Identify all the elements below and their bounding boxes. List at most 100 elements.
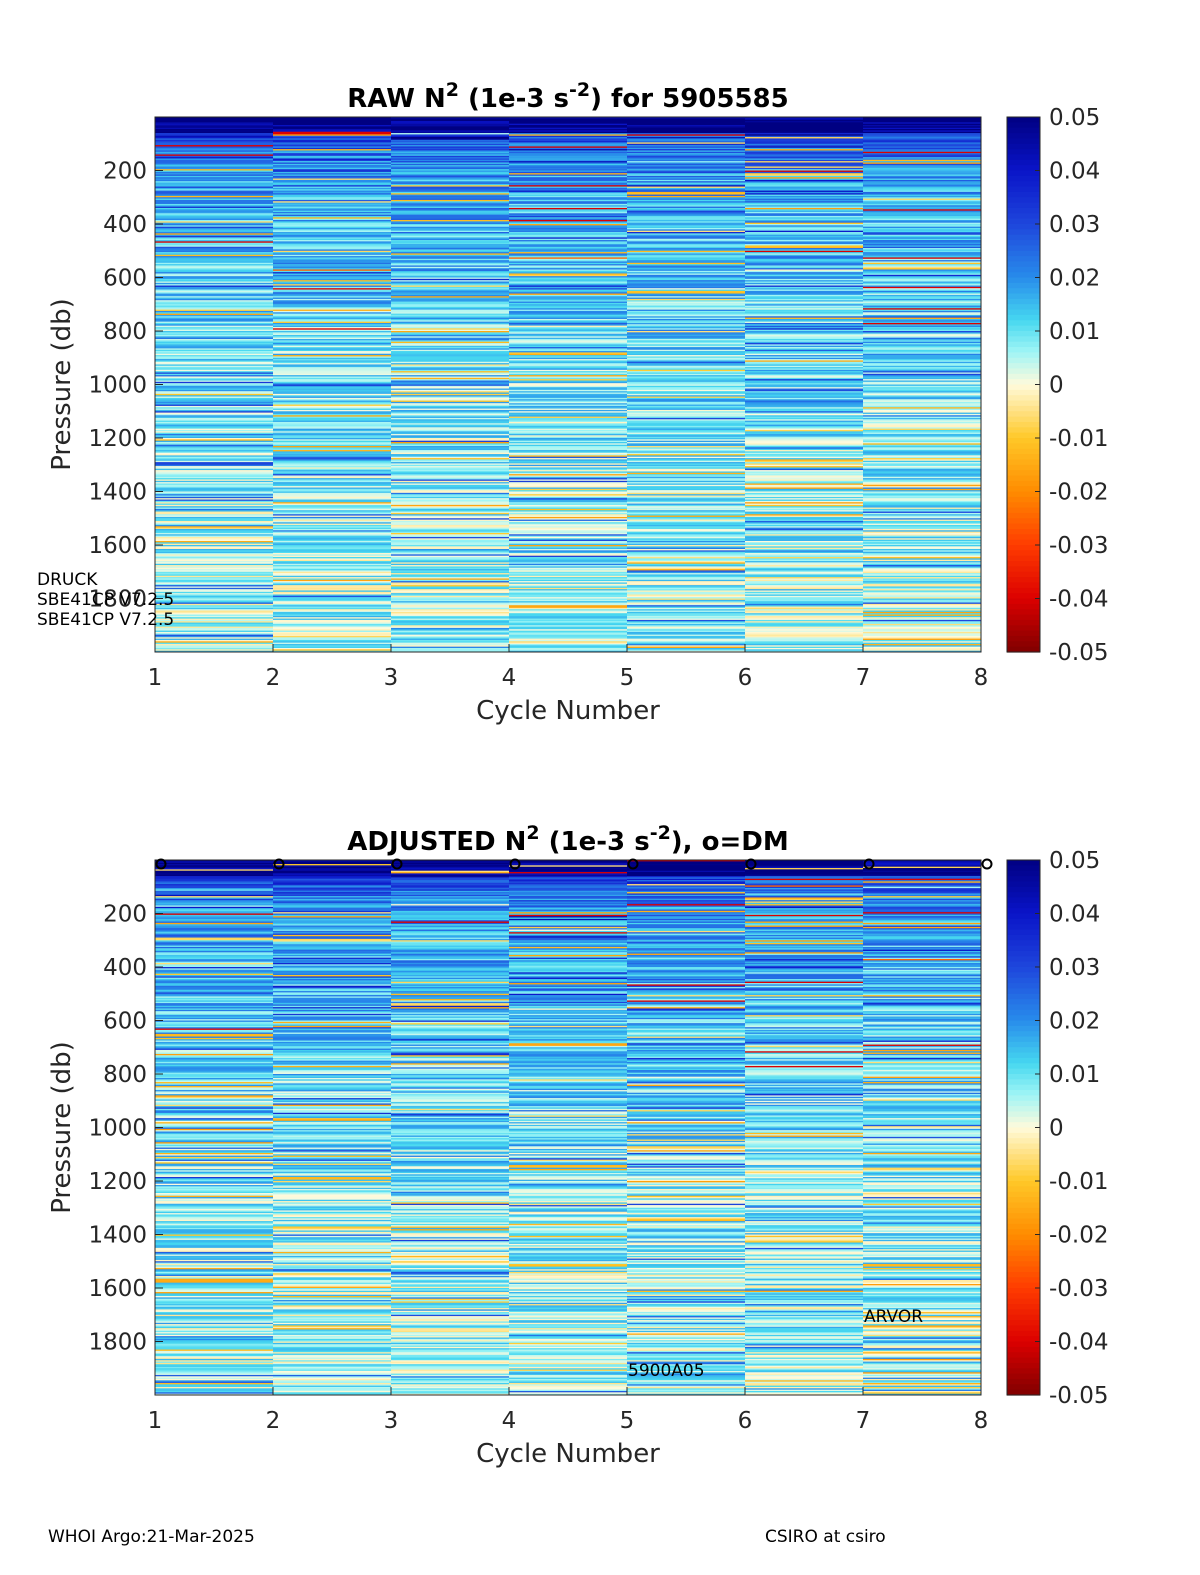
heatmap-cell: [155, 1104, 274, 1107]
heatmap-cell: [745, 516, 864, 519]
heatmap-cell: [745, 483, 864, 486]
heatmap-cell: [509, 1083, 628, 1086]
heatmap-cell: [627, 343, 746, 345]
heatmap-cell: [155, 1094, 274, 1096]
heatmap-cell: [155, 577, 274, 579]
heatmap-cell: [391, 583, 510, 586]
heatmap-cell: [155, 126, 274, 129]
heatmap-cell: [509, 1175, 628, 1178]
heatmap-cell: [863, 559, 982, 562]
heatmap-cell: [155, 281, 274, 284]
heatmap-cell: [745, 207, 864, 210]
heatmap-cell: [627, 934, 746, 937]
heatmap-cell: [155, 444, 274, 447]
heatmap-cell: [391, 1187, 510, 1190]
heatmap-cell: [155, 428, 274, 431]
heatmap-cell: [627, 1226, 746, 1229]
heatmap-cell: [509, 364, 628, 367]
heatmap-cell: [155, 954, 274, 957]
heatmap-cell: [863, 557, 982, 559]
heatmap-cell: [155, 272, 274, 274]
heatmap-cell: [155, 993, 274, 996]
heatmap-cell: [391, 455, 510, 458]
heatmap-cell: [627, 1128, 746, 1131]
heatmap-cell: [509, 1372, 628, 1375]
heatmap-cell: [509, 997, 628, 1000]
heatmap-cell: [627, 1314, 746, 1317]
heatmap-cell: [627, 635, 746, 638]
heatmap-cell: [863, 249, 982, 252]
heatmap-cell: [155, 605, 274, 608]
heatmap-cell: [273, 941, 392, 944]
heatmap-cell: [627, 1059, 746, 1062]
heatmap-cell: [627, 909, 746, 912]
heatmap-cell: [509, 1298, 628, 1301]
heatmap-cell: [155, 309, 274, 312]
heatmap-cell: [155, 356, 274, 359]
heatmap-cell: [391, 1198, 510, 1201]
heatmap-cell: [273, 332, 392, 335]
heatmap-cell: [863, 512, 982, 515]
heatmap-cell: [391, 482, 510, 484]
heatmap-cell: [863, 163, 982, 166]
heatmap-cell: [509, 1282, 628, 1285]
heatmap-cell: [627, 599, 746, 602]
heatmap-cell: [745, 540, 864, 543]
heatmap-cell: [273, 451, 392, 454]
heatmap-cell: [155, 1293, 274, 1296]
heatmap-cell: [745, 349, 864, 352]
heatmap-cell: [155, 599, 274, 602]
heatmap-cell: [273, 1096, 392, 1099]
heatmap-cell: [391, 597, 510, 599]
heatmap-cell: [745, 545, 864, 547]
heatmap-cell: [745, 499, 864, 502]
heatmap-cell: [273, 1227, 392, 1230]
heatmap-cell: [155, 615, 274, 618]
colorbar-swatch: [1007, 609, 1040, 616]
heatmap-cell: [509, 619, 628, 622]
chart-panel-1: 1 2 3 4 5 6 7 820040060080010001200140016001800…: [37, 79, 1109, 726]
heatmap-cell: [863, 615, 982, 618]
heatmap-cell: [509, 985, 628, 988]
colorbar-tick-label: -0.05: [1049, 640, 1109, 666]
heatmap-cell: [509, 958, 628, 961]
colorbar-swatch: [1007, 384, 1040, 391]
heatmap-cell: [155, 1025, 274, 1028]
heatmap-cell: [509, 459, 628, 462]
heatmap-cell: [509, 456, 628, 459]
heatmap-cell: [863, 238, 982, 241]
heatmap-cell: [627, 484, 746, 487]
heatmap-cell: [273, 249, 392, 252]
heatmap-cell: [509, 273, 628, 276]
heatmap-cell: [745, 877, 864, 880]
heatmap-cell: [155, 503, 274, 506]
heatmap-cell: [627, 313, 746, 316]
heatmap-cell: [391, 462, 510, 464]
heatmap-cell: [509, 238, 628, 241]
heatmap-cell: [391, 900, 510, 902]
colorbar-tick-label: 0.03: [1049, 212, 1100, 238]
heatmap-cell: [155, 1000, 274, 1003]
heatmap-cell: [273, 1381, 392, 1384]
heatmap-cell: [509, 219, 628, 222]
heatmap-cell: [745, 603, 864, 606]
heatmap-cell: [745, 405, 864, 408]
heatmap-cell: [273, 1102, 392, 1104]
heatmap-cell: [273, 502, 392, 505]
heatmap-cell: [627, 245, 746, 248]
heatmap-cell: [745, 442, 864, 444]
heatmap-cell: [627, 221, 746, 224]
heatmap-cell: [273, 1000, 392, 1003]
heatmap-cell: [155, 614, 274, 617]
heatmap-cell: [627, 889, 746, 892]
heatmap-cell: [745, 870, 864, 873]
heatmap-cell: [863, 623, 982, 626]
heatmap-cell: [391, 182, 510, 185]
heatmap-cell: [155, 1262, 274, 1265]
heatmap-cell: [863, 253, 982, 256]
heatmap-cell: [155, 566, 274, 569]
heatmap-cell: [155, 277, 274, 280]
heatmap-cell: [745, 635, 864, 638]
heatmap-cell: [627, 1230, 746, 1233]
heatmap-cell: [509, 1183, 628, 1186]
